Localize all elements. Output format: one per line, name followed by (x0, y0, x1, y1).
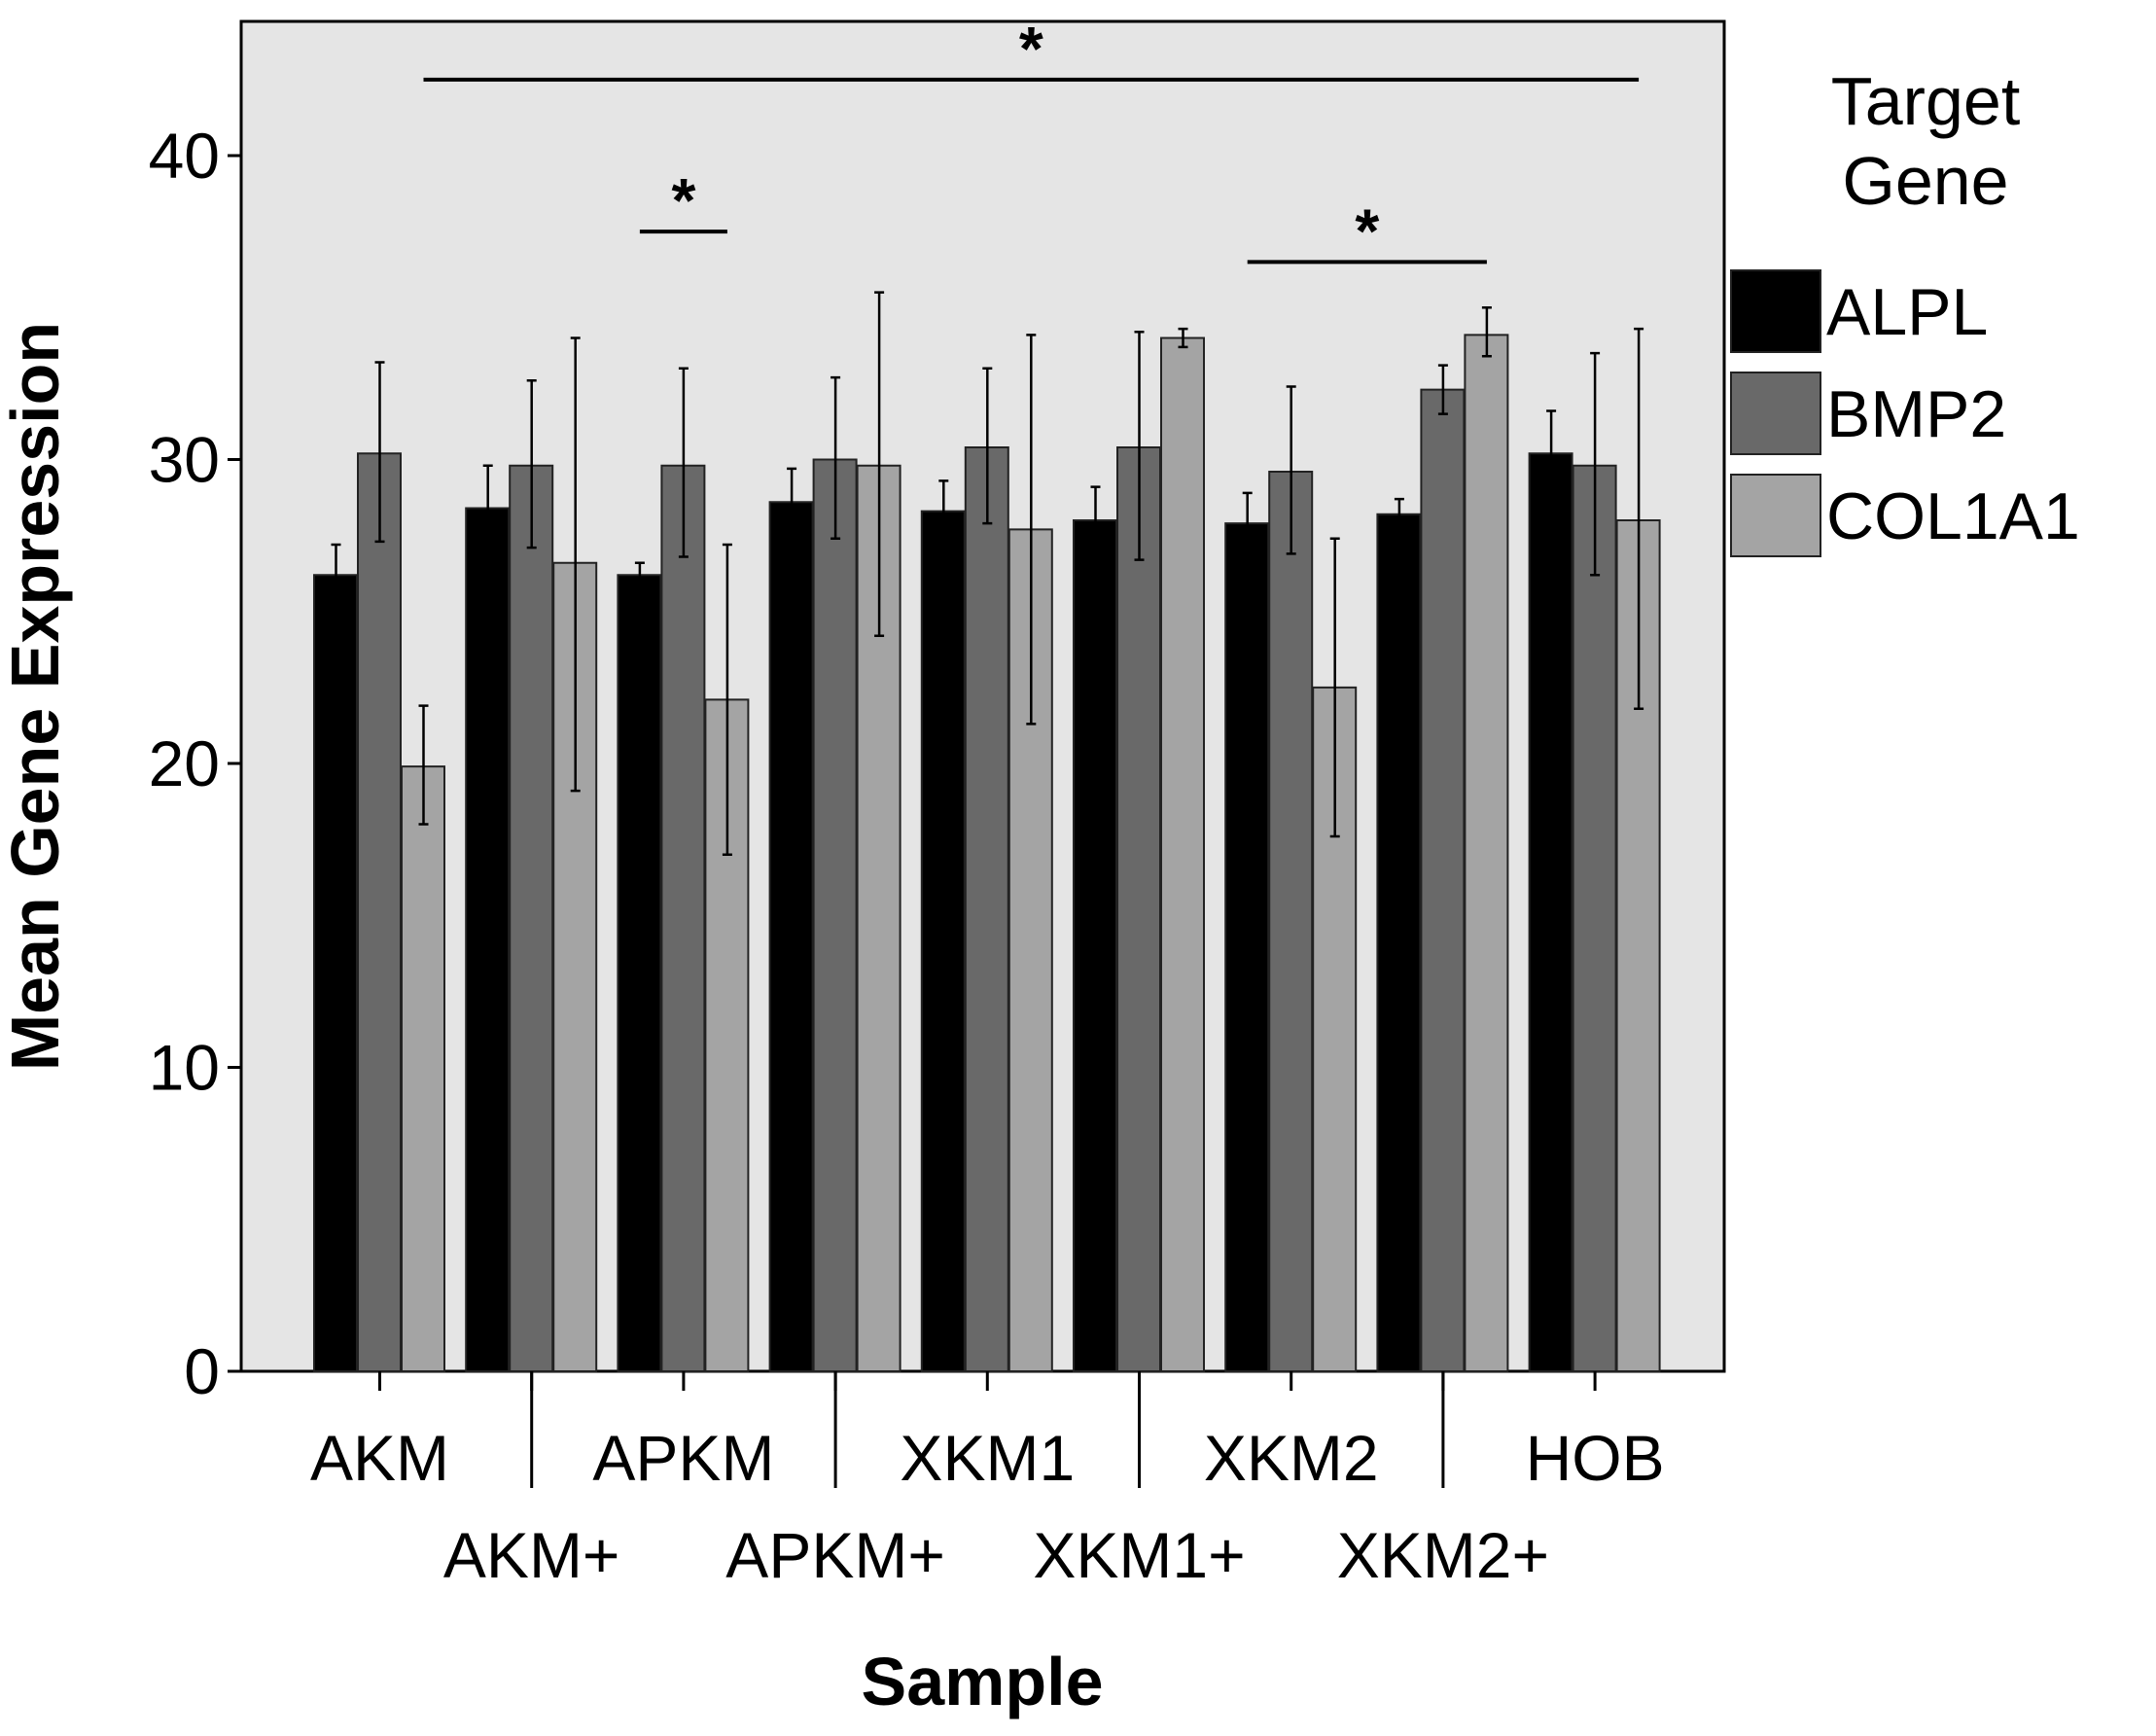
legend-label-alpl: ALPL (1826, 275, 1988, 349)
bars-layer (313, 291, 1661, 1372)
bar-col1a1-akm (401, 765, 445, 1372)
legend-title: Target Gene (1831, 63, 2021, 219)
bar-bmp2-xkm1 (964, 446, 1009, 1372)
legend: Target Gene ALPL BMP2 COL1A1 (1730, 63, 2080, 557)
x-category-label: AKM (310, 1422, 449, 1494)
significance-layer: * * * (423, 14, 1640, 266)
x-category-label: XKM2 (1204, 1422, 1379, 1494)
x-category-label: APKM+ (725, 1519, 945, 1591)
bar-alpl-xkm1 (920, 510, 966, 1372)
y-tick-label: 40 (149, 120, 220, 192)
y-tick-label: 30 (149, 424, 220, 496)
x-category-label: AKM+ (443, 1519, 620, 1591)
legend-label-bmp2: BMP2 (1826, 377, 2006, 451)
legend-swatch-bmp2 (1730, 372, 1821, 455)
axes-layer: 0 10 20 30 40 AKM AKM+ APKM APKM+ XKM1 XKM1+ XKM2 XK… (149, 120, 1665, 1591)
significance-star: * (671, 165, 695, 235)
bar-alpl-apkm (617, 574, 662, 1372)
x-axis-title: Sample (862, 1644, 1104, 1719)
significance-star: * (1355, 195, 1379, 266)
bar-col1a1-xkm1-plus (1160, 337, 1205, 1372)
significance-star: * (1019, 14, 1043, 84)
y-tick-label: 20 (149, 727, 220, 799)
legend-label-col1a1: COL1A1 (1826, 479, 2080, 553)
bar-alpl-xkm1-plus (1073, 519, 1117, 1372)
bar-alpl-akm (313, 574, 358, 1372)
bar-bmp2-xkm2 (1268, 471, 1314, 1372)
x-category-label: HOB (1526, 1422, 1665, 1494)
bar-bmp2-xkm1-plus (1116, 446, 1161, 1372)
bar-col1a1-xkm2-plus (1464, 334, 1509, 1372)
y-axis-title: Mean Gene Expression (0, 322, 73, 1071)
bar-bmp2-apkm-plus (812, 458, 858, 1372)
bar-bmp2-akm-plus (509, 464, 554, 1372)
x-category-label: XKM1 (900, 1422, 1075, 1494)
bar-bmp2-xkm2-plus (1420, 388, 1466, 1372)
y-tick-label: 10 (149, 1032, 220, 1104)
legend-swatch-col1a1 (1730, 474, 1821, 557)
bar-bmp2-apkm (660, 464, 706, 1372)
bar-alpl-xkm2-plus (1376, 513, 1422, 1372)
x-category-label: APKM (592, 1422, 774, 1494)
x-category-label: XKM1+ (1033, 1519, 1245, 1591)
y-tick-label: 0 (184, 1335, 220, 1407)
bar-alpl-hob (1528, 452, 1573, 1372)
bar-alpl-apkm-plus (768, 501, 814, 1372)
legend-items: ALPL BMP2 COL1A1 (1730, 269, 2080, 557)
x-category-label: XKM2+ (1337, 1519, 1549, 1591)
bar-alpl-akm-plus (465, 507, 511, 1372)
legend-swatch-alpl (1730, 269, 1821, 353)
bar-bmp2-hob (1572, 464, 1617, 1372)
bar-bmp2-akm (357, 452, 402, 1372)
bar-alpl-xkm2 (1224, 522, 1270, 1372)
